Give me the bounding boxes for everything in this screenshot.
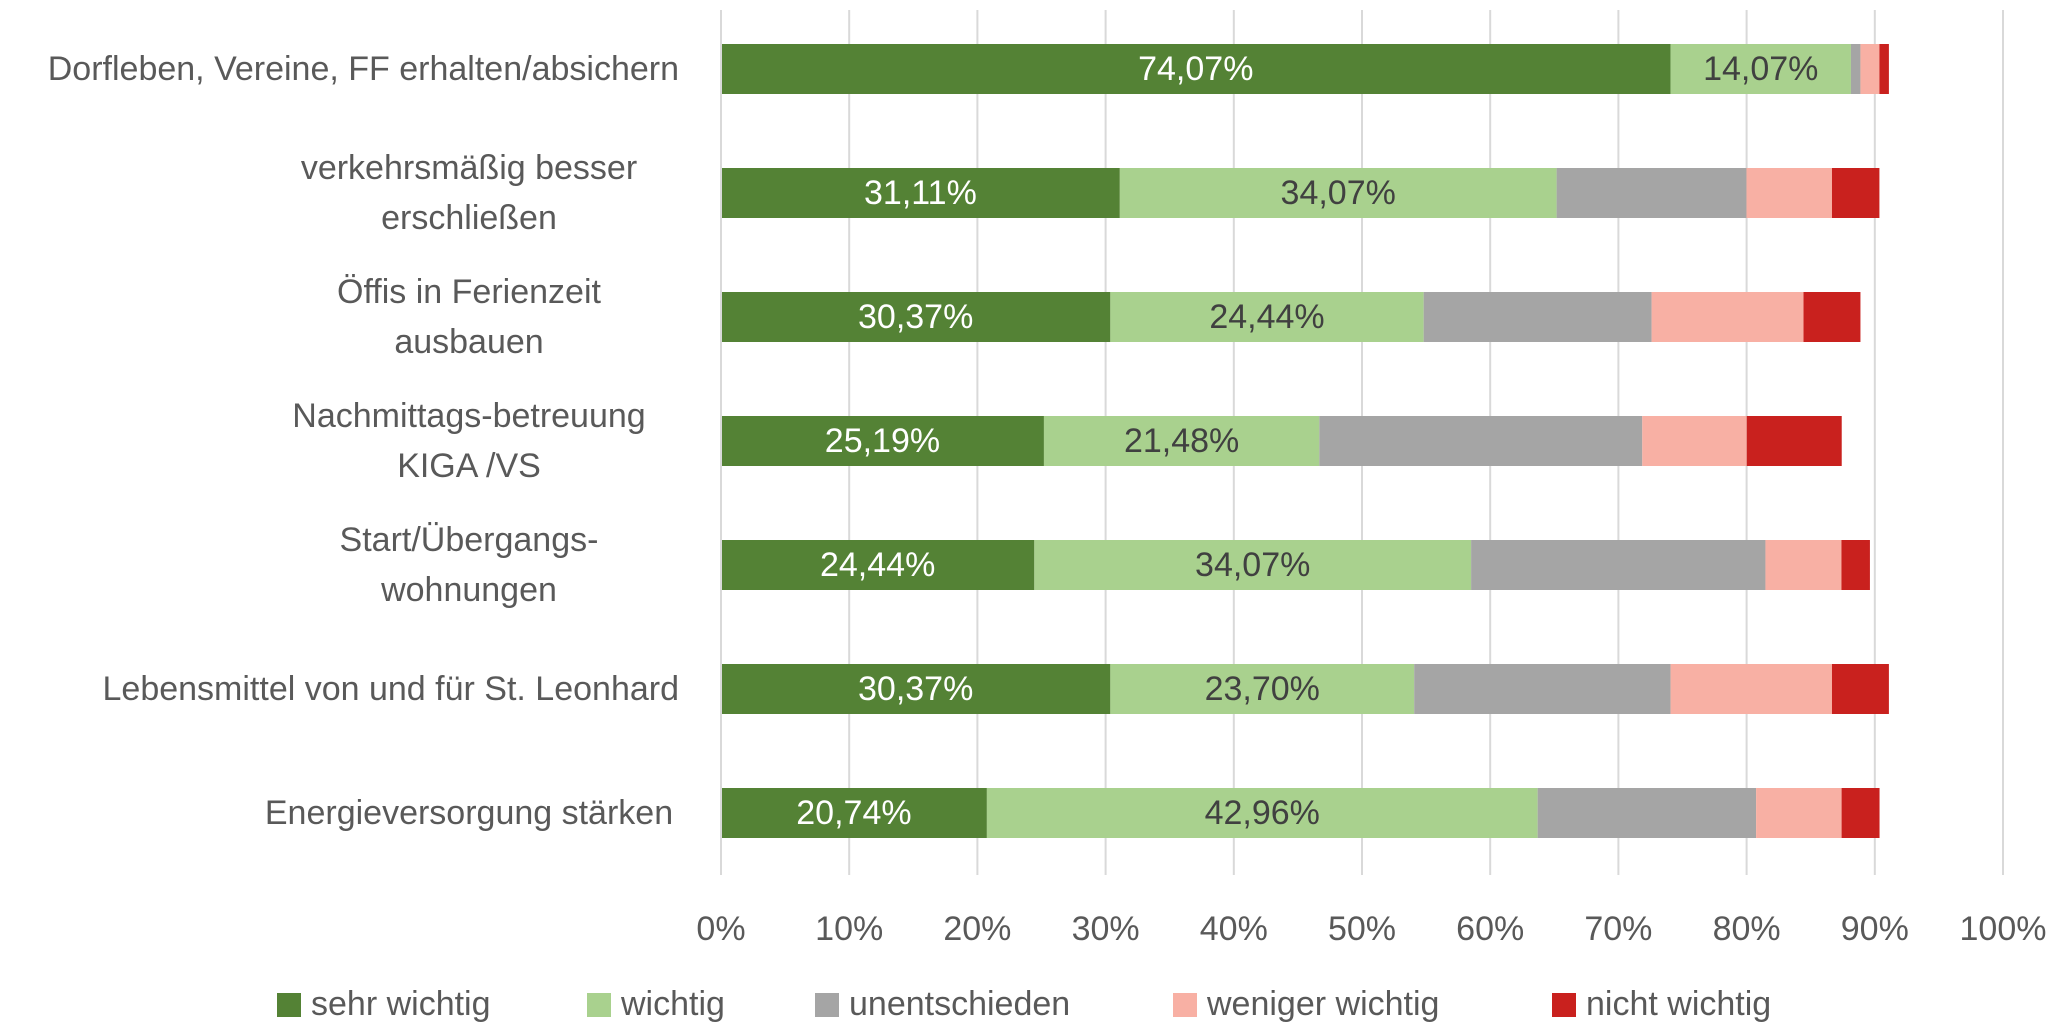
bar-segment <box>721 44 1671 94</box>
x-tick-label: 40% <box>1200 910 1268 948</box>
data-label: 30,37% <box>858 298 973 336</box>
bar-segment <box>721 168 1120 218</box>
bar-segment <box>1471 540 1766 590</box>
legend-swatch <box>1173 993 1197 1017</box>
category-label: Öffis in Ferienzeit ausbauen <box>337 273 601 361</box>
bar-segment <box>1756 788 1842 838</box>
x-tick-label: 70% <box>1584 910 1652 948</box>
data-label: 74,07% <box>1138 50 1253 88</box>
bar-segment <box>1746 168 1832 218</box>
data-label: 20,74% <box>796 794 911 832</box>
category-label: Dorfleben, Vereine, FF erhalten/absicher… <box>47 50 679 88</box>
bar-segment <box>721 540 1035 590</box>
category-label: Nachmittags-betreuung KIGA /VS <box>292 397 646 485</box>
bar-segment <box>1110 664 1415 714</box>
data-label: 30,37% <box>858 670 973 708</box>
bar-segment <box>1556 168 1747 218</box>
data-label: 34,07% <box>1195 546 1310 584</box>
x-tick-label: 30% <box>1072 910 1140 948</box>
legend-label: unentschieden <box>849 985 1070 1023</box>
x-tick-label: 60% <box>1456 910 1524 948</box>
data-label: 31,11% <box>864 174 977 212</box>
bar-segment <box>1651 292 1804 342</box>
bar-segment <box>986 788 1538 838</box>
category-label: Start/Übergangs-wohnungen <box>339 521 599 609</box>
bar-segment <box>1841 540 1870 590</box>
bar-segment <box>1670 44 1851 94</box>
bar-segment <box>721 664 1111 714</box>
bar-segment <box>1537 788 1757 838</box>
legend-label: wichtig <box>620 985 725 1023</box>
bar-segment <box>1831 664 1889 714</box>
bar-segment <box>1319 416 1643 466</box>
bar-segment <box>721 788 987 838</box>
category-label: verkehrsmäßig besser erschließen <box>300 149 638 237</box>
data-label: 42,96% <box>1205 794 1320 832</box>
bar-segment <box>1746 416 1842 466</box>
category-label: Energieversorgung stärken <box>264 794 674 832</box>
bar-segment <box>1110 292 1424 342</box>
legend-swatch <box>1552 993 1576 1017</box>
x-tick-label: 10% <box>815 910 883 948</box>
bar-segment <box>1850 44 1861 94</box>
x-tick-label: 90% <box>1841 910 1909 948</box>
bar-segment <box>1414 664 1671 714</box>
legend-swatch <box>815 993 839 1017</box>
data-label: 25,19% <box>825 422 940 460</box>
bar-segment <box>721 416 1044 466</box>
bar-segment <box>1831 168 1880 218</box>
data-label: 14,07% <box>1703 50 1818 88</box>
x-tick-label: 100% <box>1960 910 2047 948</box>
bar-segment <box>1765 540 1842 590</box>
bar-segment <box>1642 416 1747 466</box>
bar-segment <box>1879 44 1889 94</box>
data-label: 21,48% <box>1124 422 1239 460</box>
x-tick-label: 50% <box>1328 910 1396 948</box>
bar-segment <box>1803 292 1861 342</box>
bar-segment <box>1670 664 1832 714</box>
legend-label: nicht wichtig <box>1586 985 1771 1023</box>
bar-segment <box>1423 292 1652 342</box>
data-label: 23,70% <box>1205 670 1320 708</box>
bar-segment <box>1034 540 1472 590</box>
bar-segment <box>1119 168 1557 218</box>
data-label: 24,44% <box>820 546 935 584</box>
legend-swatch <box>587 993 611 1017</box>
bar-segment <box>1841 788 1880 838</box>
bar-segment <box>1860 44 1880 94</box>
bar-segment <box>1043 416 1320 466</box>
data-label: 24,44% <box>1209 298 1324 336</box>
x-tick-label: 20% <box>943 910 1011 948</box>
legend-swatch <box>277 993 301 1017</box>
legend-label: weniger wichtig <box>1206 985 1439 1023</box>
x-tick-label: 0% <box>696 910 745 948</box>
data-label: 34,07% <box>1281 174 1396 212</box>
legend-label: sehr wichtig <box>311 985 491 1023</box>
category-label: Lebensmittel von und für St. Leonhard <box>102 670 680 708</box>
x-tick-label: 80% <box>1713 910 1781 948</box>
bar-segment <box>721 292 1111 342</box>
